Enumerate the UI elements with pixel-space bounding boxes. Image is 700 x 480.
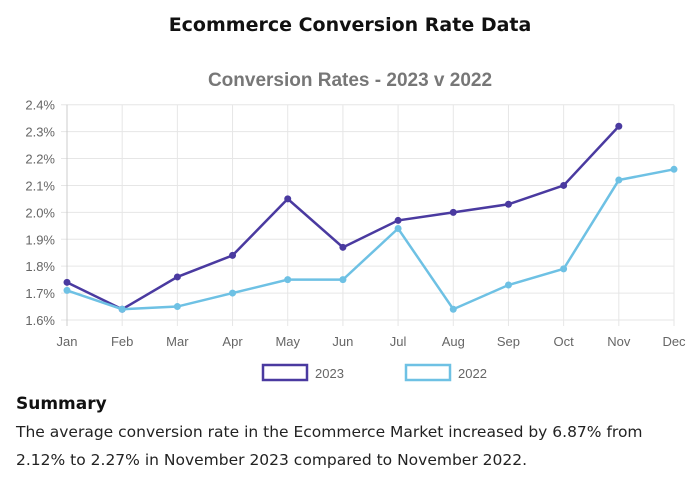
data-point-2023 [284, 195, 292, 203]
x-tick-label: Oct [554, 334, 575, 349]
y-tick-label: 2.0% [25, 205, 55, 220]
data-point-2023 [560, 181, 568, 189]
legend-swatch-2023 [261, 363, 309, 382]
y-tick-label: 2.2% [25, 152, 55, 167]
data-point-2023 [229, 251, 237, 259]
x-tick-label: Nov [607, 334, 631, 349]
x-tick-label: May [275, 334, 300, 349]
data-point-2022 [229, 289, 237, 297]
data-point-2023 [63, 278, 71, 286]
x-tick-label: Apr [222, 334, 243, 349]
data-point-2022 [504, 281, 512, 289]
data-point-2022 [118, 305, 126, 313]
y-tick-label: 2.3% [25, 125, 55, 140]
data-point-2023 [504, 200, 512, 208]
data-point-2022 [394, 224, 402, 232]
x-tick-label: Jun [332, 334, 353, 349]
x-tick-label: Aug [442, 334, 465, 349]
x-tick-label: Sep [497, 334, 520, 349]
y-tick-label: 2.1% [25, 178, 55, 193]
y-tick-label: 1.6% [25, 313, 55, 328]
data-point-2022 [63, 286, 71, 294]
y-tick-label: 1.8% [25, 259, 55, 274]
data-point-2023 [449, 208, 457, 216]
x-tick-label: Jul [390, 334, 407, 349]
data-point-2022 [615, 176, 623, 184]
data-point-2022 [670, 165, 678, 173]
page-title: Ecommerce Conversion Rate Data [168, 14, 532, 36]
data-point-2023 [615, 122, 623, 130]
y-tick-label: 1.7% [25, 286, 55, 301]
data-point-2022 [560, 265, 568, 273]
line-chart: Conversion Rates - 2023 v 2022 1.6% 1.7% 1.… [25, 70, 686, 382]
legend-label-2022: 2022 [458, 366, 487, 381]
data-point-2022 [284, 276, 292, 284]
x-tick-label: Jan [57, 334, 78, 349]
data-point-2022 [173, 303, 181, 311]
summary-text: The average conversion rate in the Ecomm… [16, 423, 643, 469]
summary-heading: Summary [16, 394, 107, 414]
x-tick-label: Dec [662, 334, 686, 349]
x-tick-label: Feb [111, 334, 133, 349]
data-point-2023 [173, 273, 181, 281]
x-tick-label: Mar [166, 334, 189, 349]
data-point-2023 [394, 216, 402, 224]
data-point-2022 [449, 305, 457, 313]
y-tick-label: 1.9% [25, 232, 55, 247]
legend-swatch-2022 [404, 363, 452, 382]
data-point-2023 [339, 243, 347, 251]
chart-title: Conversion Rates - 2023 v 2022 [208, 70, 492, 91]
y-tick-label: 2.4% [25, 98, 55, 113]
legend-label-2023: 2023 [315, 366, 344, 381]
data-point-2022 [339, 276, 347, 284]
series-line-2022 [66, 168, 675, 311]
